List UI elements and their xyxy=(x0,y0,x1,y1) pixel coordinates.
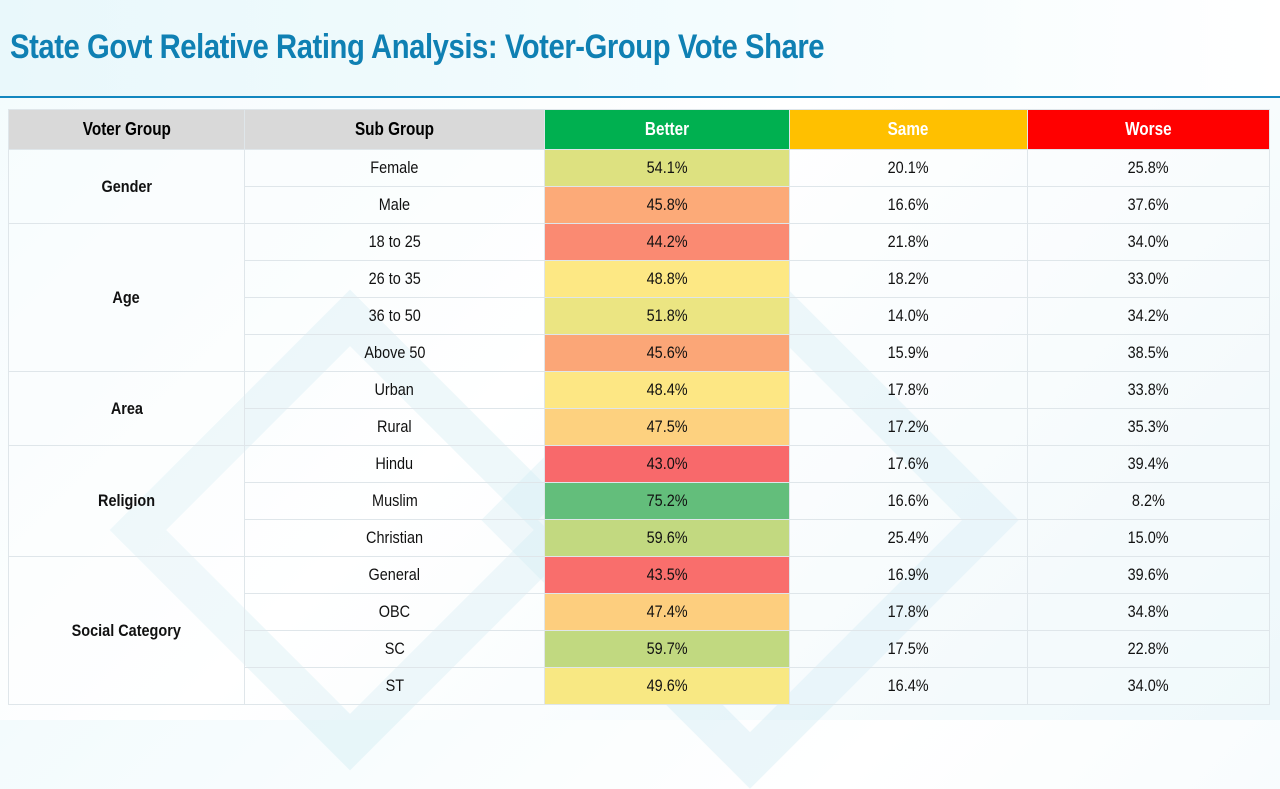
same-value-cell: 17.2% xyxy=(789,408,1028,446)
table-row: ST 49.6% 16.4% 34.0% xyxy=(9,667,1270,705)
header-same: Same xyxy=(789,109,1028,150)
better-value-cell: 47.4% xyxy=(544,593,790,631)
group-label-cell: Age xyxy=(8,223,245,372)
better-value-cell: 48.4% xyxy=(544,371,790,409)
better-value-cell: 48.8% xyxy=(544,260,790,298)
sub-group-cell: Urban xyxy=(244,371,545,409)
sub-group-cell: Christian xyxy=(244,519,545,557)
table-row: 36 to 50 51.8% 14.0% 34.2% xyxy=(9,297,1270,335)
table-row: Religion Hindu 43.0% 17.6% 39.4% xyxy=(8,445,1270,557)
same-value-cell: 17.8% xyxy=(789,593,1028,631)
worse-value-cell: 34.8% xyxy=(1027,593,1270,631)
better-value-cell: 59.7% xyxy=(544,630,790,668)
table-row: Age 18 to 25 44.2% 21.8% 34.0% xyxy=(8,223,1270,372)
title-band xyxy=(0,0,1280,96)
worse-value-cell: 33.0% xyxy=(1027,260,1270,298)
better-value-cell: 45.6% xyxy=(544,334,790,372)
better-value-cell: 59.6% xyxy=(544,519,790,557)
vote-share-table: Voter Group Sub Group Better Same Worse … xyxy=(8,109,1270,705)
table-header-row: Voter Group Sub Group Better Same Worse xyxy=(8,109,1270,150)
worse-value-cell: 37.6% xyxy=(1027,186,1270,224)
sub-group-cell: Male xyxy=(244,186,545,224)
sub-group-cell: 18 to 25 xyxy=(244,223,545,261)
same-value-cell: 15.9% xyxy=(789,334,1028,372)
sub-group-cell: Female xyxy=(244,149,545,187)
table-row: Gender Female 54.1% 20.1% 25.8% xyxy=(8,149,1270,224)
same-value-cell: 21.8% xyxy=(789,223,1028,261)
table-row: Area Urban 48.4% 17.8% 33.8% xyxy=(8,371,1270,446)
better-value-cell: 45.8% xyxy=(544,186,790,224)
sub-group-cell: 26 to 35 xyxy=(244,260,545,298)
same-value-cell: 16.6% xyxy=(789,186,1028,224)
same-value-cell: 14.0% xyxy=(789,297,1028,335)
header-better: Better xyxy=(544,109,790,150)
sub-group-cell: Hindu xyxy=(244,445,545,483)
worse-value-cell: 22.8% xyxy=(1027,630,1270,668)
sub-group-cell: General xyxy=(244,556,545,594)
worse-value-cell: 35.3% xyxy=(1027,408,1270,446)
same-value-cell: 18.2% xyxy=(789,260,1028,298)
table-row: Christian 59.6% 25.4% 15.0% xyxy=(9,519,1270,557)
better-value-cell: 43.5% xyxy=(544,556,790,594)
worse-value-cell: 39.4% xyxy=(1027,445,1270,483)
worse-value-cell: 38.5% xyxy=(1027,334,1270,372)
group-label-cell: Gender xyxy=(8,149,245,224)
worse-value-cell: 8.2% xyxy=(1027,482,1270,520)
table-body: Gender Female 54.1% 20.1% 25.8% Male 45.8% 16.6… xyxy=(8,149,1270,705)
table-row: Above 50 45.6% 15.9% 38.5% xyxy=(9,334,1270,372)
header-worse: Worse xyxy=(1027,109,1270,150)
table-row: Social Category General 43.5% 16.9% 39.6% xyxy=(8,556,1270,705)
sub-group-cell: Rural xyxy=(244,408,545,446)
worse-value-cell: 39.6% xyxy=(1027,556,1270,594)
group-label-cell: Area xyxy=(8,371,245,446)
header-sub-group: Sub Group xyxy=(244,109,545,150)
worse-value-cell: 25.8% xyxy=(1027,149,1270,187)
table-row: OBC 47.4% 17.8% 34.8% xyxy=(9,593,1270,631)
group-label-cell: Religion xyxy=(8,445,245,557)
sub-group-cell: ST xyxy=(244,667,545,705)
same-value-cell: 16.9% xyxy=(789,556,1028,594)
same-value-cell: 17.8% xyxy=(789,371,1028,409)
sub-group-cell: Above 50 xyxy=(244,334,545,372)
table-row: Male 45.8% 16.6% 37.6% xyxy=(9,186,1270,224)
same-value-cell: 17.6% xyxy=(789,445,1028,483)
sub-group-cell: SC xyxy=(244,630,545,668)
table-row: SC 59.7% 17.5% 22.8% xyxy=(9,630,1270,668)
worse-value-cell: 15.0% xyxy=(1027,519,1270,557)
better-value-cell: 49.6% xyxy=(544,667,790,705)
table-row: 26 to 35 48.8% 18.2% 33.0% xyxy=(9,260,1270,298)
page-title: State Govt Relative Rating Analysis: Vot… xyxy=(10,28,825,66)
same-value-cell: 17.5% xyxy=(789,630,1028,668)
group-label-cell: Social Category xyxy=(8,556,245,705)
sub-group-cell: Muslim xyxy=(244,482,545,520)
better-value-cell: 51.8% xyxy=(544,297,790,335)
same-value-cell: 25.4% xyxy=(789,519,1028,557)
better-value-cell: 75.2% xyxy=(544,482,790,520)
sub-group-cell: 36 to 50 xyxy=(244,297,545,335)
better-value-cell: 54.1% xyxy=(544,149,790,187)
worse-value-cell: 34.2% xyxy=(1027,297,1270,335)
better-value-cell: 47.5% xyxy=(544,408,790,446)
sub-group-cell: OBC xyxy=(244,593,545,631)
same-value-cell: 20.1% xyxy=(789,149,1028,187)
worse-value-cell: 34.0% xyxy=(1027,223,1270,261)
worse-value-cell: 34.0% xyxy=(1027,667,1270,705)
title-divider xyxy=(0,96,1280,98)
same-value-cell: 16.4% xyxy=(789,667,1028,705)
same-value-cell: 16.6% xyxy=(789,482,1028,520)
worse-value-cell: 33.8% xyxy=(1027,371,1270,409)
better-value-cell: 44.2% xyxy=(544,223,790,261)
header-voter-group: Voter Group xyxy=(8,109,245,150)
better-value-cell: 43.0% xyxy=(544,445,790,483)
